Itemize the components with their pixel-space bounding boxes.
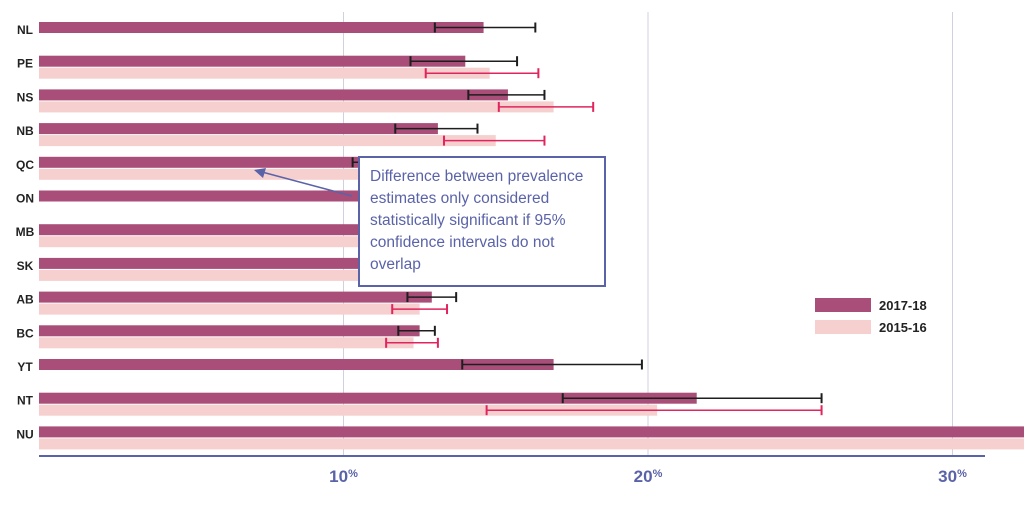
- legend: 2017-18 2015-16: [815, 298, 927, 335]
- error-bar-2017-18: [433, 22, 537, 33]
- legend-label: 2017-18: [879, 298, 927, 313]
- category-label: AB: [16, 293, 34, 307]
- category-label: NS: [17, 90, 34, 104]
- annotation-box: Difference between prevalence estimates …: [358, 156, 606, 287]
- category-label: NL: [17, 23, 33, 37]
- bar-2017-18: [39, 55, 466, 67]
- error-bar-2015-16: [442, 135, 546, 146]
- bar-2015-16: [39, 337, 414, 349]
- bar-2017-18: [39, 426, 1024, 438]
- bar-2017-18: [39, 156, 374, 168]
- bar-2015-16: [39, 236, 466, 248]
- bar-2017-18: [39, 123, 438, 135]
- bar-2017-18: [39, 190, 438, 202]
- error-bar-2015-16: [497, 101, 595, 112]
- x-tick-labels: 10%20%30%40%50%60%: [329, 467, 967, 486]
- category-label: NT: [17, 394, 34, 408]
- x-tick-label: 30%: [938, 467, 967, 486]
- error-bar-2015-16: [385, 337, 439, 348]
- bar-2017-18: [39, 89, 508, 101]
- annotation-text: Difference between prevalence estimates …: [370, 168, 584, 273]
- error-bar-2015-16: [424, 68, 540, 79]
- x-tick-label: 20%: [634, 467, 663, 486]
- error-bar-2017-18: [406, 292, 458, 303]
- error-bar-2017-18: [394, 123, 479, 134]
- category-label: ON: [16, 192, 34, 206]
- bar-2015-16: [39, 303, 420, 315]
- category-label: YT: [17, 360, 33, 374]
- category-labels: NL PE NS NB QC ON MB SK AB BC YT NT NU: [16, 23, 35, 441]
- bar-2017-18: [39, 22, 484, 33]
- category-label: BC: [16, 326, 34, 340]
- annotation-arrowhead: [254, 168, 266, 178]
- error-bar-2015-16: [485, 405, 823, 416]
- category-label: SK: [17, 259, 34, 273]
- error-bar-2017-18: [461, 359, 643, 370]
- error-bar-2015-16: [391, 304, 449, 315]
- bar-2017-18: [39, 325, 420, 337]
- annotation-arrow: [261, 171, 353, 197]
- bar-2015-16: [39, 438, 1024, 450]
- category-label: NU: [16, 427, 33, 441]
- legend-swatch-2015-16: [815, 320, 871, 334]
- error-bar-2017-18: [397, 325, 436, 336]
- bar-2015-16: [39, 101, 554, 113]
- bar-2017-18: [39, 224, 478, 236]
- bar-2017-18: [39, 291, 432, 303]
- bar-2017-18: [39, 392, 697, 404]
- bar-2015-16: [39, 168, 429, 180]
- bar-2015-16: [39, 135, 496, 147]
- bars: [39, 22, 1024, 450]
- bar-2015-16: [39, 67, 490, 79]
- error-bar-2017-18: [561, 393, 823, 404]
- bar-2017-18: [39, 359, 554, 370]
- bar-2015-16: [39, 404, 658, 416]
- x-tick-label: 10%: [329, 467, 358, 486]
- category-label: NB: [16, 124, 34, 138]
- error-bar-2017-18: [409, 56, 519, 67]
- category-label: MB: [16, 225, 35, 239]
- legend-label: 2015-16: [879, 320, 927, 335]
- bar-2015-16: [39, 269, 441, 281]
- category-label: PE: [17, 57, 33, 71]
- category-label: QC: [16, 158, 34, 172]
- error-bar-2017-18: [467, 89, 546, 100]
- legend-swatch-2017-18: [815, 298, 871, 312]
- bar-2017-18: [39, 257, 463, 269]
